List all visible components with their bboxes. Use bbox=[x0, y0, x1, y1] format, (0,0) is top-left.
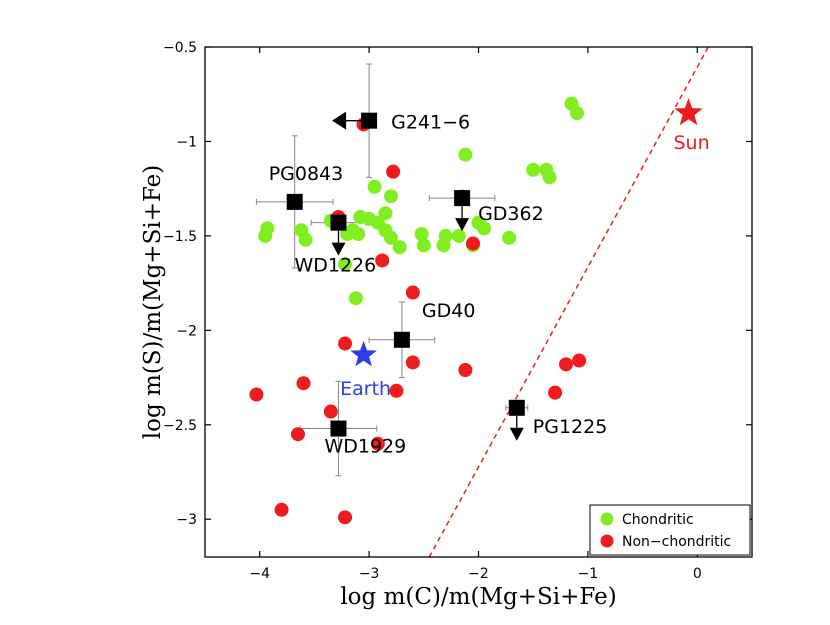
non-chondritic-point bbox=[389, 383, 404, 398]
chondritic-point bbox=[383, 189, 398, 204]
white-dwarf-label: WD1226 bbox=[294, 255, 376, 277]
y-tick-label: −2.5 bbox=[163, 418, 197, 434]
white-dwarf-marker bbox=[508, 399, 525, 416]
chondritic-point bbox=[298, 232, 313, 247]
earth-label: Earth bbox=[340, 378, 391, 400]
x-axis-title: log m(C)/m(Mg+Si+Fe) bbox=[340, 584, 616, 610]
chondritic-point bbox=[569, 106, 584, 121]
chondritic-point bbox=[338, 257, 353, 272]
legend: Chondritic Non−chondritic bbox=[589, 504, 751, 556]
chondritic-point bbox=[476, 221, 491, 236]
chondritic-point bbox=[458, 147, 473, 162]
chondritic-point bbox=[367, 179, 382, 194]
x-tick-label: −4 bbox=[249, 566, 270, 582]
non-chondritic-point bbox=[559, 357, 574, 372]
non-chondritic-point bbox=[338, 510, 353, 525]
chondritic-point bbox=[348, 291, 363, 306]
white-dwarf-marker bbox=[454, 190, 471, 207]
sun-label: Sun bbox=[673, 132, 709, 154]
non-chondritic-point bbox=[405, 355, 420, 370]
white-dwarf-label: GD362 bbox=[478, 203, 544, 225]
non-chondritic-point bbox=[386, 164, 401, 179]
plot-area bbox=[205, 47, 752, 557]
earth-star-marker bbox=[350, 340, 377, 367]
x-tick-label: −2 bbox=[468, 566, 489, 582]
legend-box bbox=[589, 504, 751, 556]
white-dwarf-marker bbox=[330, 214, 347, 231]
solar-ratio-line bbox=[428, 47, 709, 557]
white-dwarf-label: WD1929 bbox=[324, 436, 406, 458]
non-chondritic-point bbox=[572, 353, 587, 368]
chondritic-point bbox=[502, 230, 517, 245]
chondritic-point bbox=[526, 162, 541, 177]
chondritic-point bbox=[383, 230, 398, 245]
legend-marker bbox=[600, 534, 614, 548]
non-chondritic-point bbox=[249, 387, 264, 402]
chondritic-point bbox=[378, 206, 393, 221]
non-chondritic-point bbox=[290, 427, 305, 442]
chondritic-point bbox=[353, 210, 368, 224]
chondritic-point bbox=[414, 227, 429, 241]
chondritic-point bbox=[392, 240, 407, 255]
legend-marker bbox=[600, 512, 614, 526]
legend-label: Non−chondritic bbox=[622, 534, 731, 550]
non-chondritic-point bbox=[375, 253, 390, 268]
white-dwarf-label: PG1225 bbox=[533, 416, 608, 438]
non-chondritic-point bbox=[323, 404, 338, 419]
non-chondritic-point bbox=[405, 285, 420, 300]
upper-limit-arrow bbox=[455, 218, 470, 232]
white-dwarf-label: GD40 bbox=[422, 300, 476, 322]
non-chondritic-point bbox=[338, 336, 353, 351]
non-chondritic-point bbox=[274, 502, 289, 517]
chondritic-point bbox=[542, 170, 557, 185]
upper-limit-arrow bbox=[509, 427, 524, 441]
y-tick-label: −1 bbox=[176, 134, 197, 150]
chondritic-point bbox=[436, 238, 451, 253]
upper-limit-arrow bbox=[332, 111, 347, 130]
white-dwarf-label: PG0843 bbox=[269, 163, 344, 185]
white-dwarf-marker bbox=[330, 420, 347, 437]
y-tick-label: −3 bbox=[176, 512, 197, 528]
non-chondritic-point bbox=[458, 363, 473, 377]
x-tick-label: −3 bbox=[359, 566, 380, 582]
upper-limit-arrow bbox=[331, 242, 346, 256]
white-dwarf-marker bbox=[393, 331, 410, 348]
chondritic-point bbox=[416, 238, 431, 253]
sun-star-marker bbox=[674, 98, 703, 126]
y-tick-label: −1.5 bbox=[163, 229, 197, 245]
non-chondritic-point bbox=[370, 436, 385, 451]
y-tick-label: −2 bbox=[176, 323, 197, 339]
x-tick-label: −1 bbox=[578, 566, 599, 582]
non-chondritic-point bbox=[466, 236, 481, 251]
legend-label: Chondritic bbox=[622, 512, 694, 528]
x-tick-label: 0 bbox=[693, 566, 702, 582]
white-dwarf-label: G241−6 bbox=[391, 112, 470, 134]
non-chondritic-point bbox=[296, 376, 311, 391]
y-tick-label: −0.5 bbox=[163, 40, 197, 56]
y-axis-title: log m(S)/m(Mg+Si+Fe) bbox=[140, 165, 166, 440]
white-dwarf-marker bbox=[361, 112, 378, 129]
white-dwarf-marker bbox=[286, 193, 303, 210]
non-chondritic-point bbox=[548, 385, 563, 400]
chondritic-point bbox=[258, 228, 273, 243]
chondritic-point bbox=[451, 228, 466, 243]
